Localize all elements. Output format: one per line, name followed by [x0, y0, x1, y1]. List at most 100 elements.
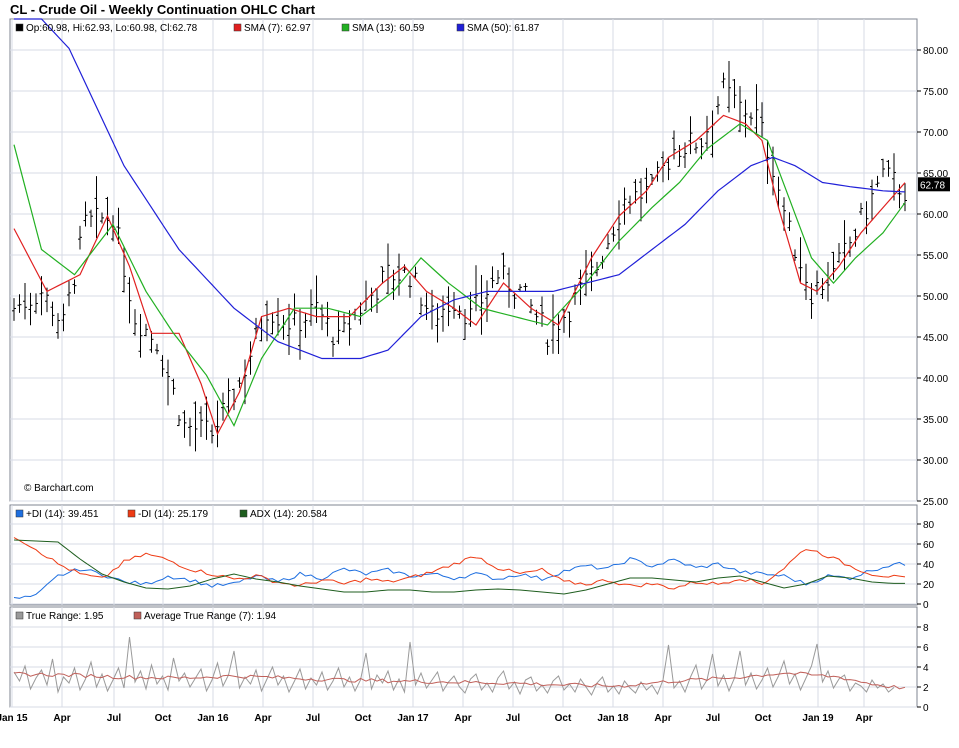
price-bar	[523, 283, 528, 292]
price-bar	[688, 116, 693, 155]
y-tick-label: 60.00	[923, 210, 948, 221]
price-bar	[606, 234, 610, 250]
price-bar	[28, 292, 33, 326]
y-tick-label: 0	[923, 703, 929, 714]
y-tick-label: 40	[923, 560, 935, 571]
price-bar	[798, 237, 803, 283]
atr-line	[13, 671, 906, 690]
price-bar	[512, 293, 517, 309]
main-legend-label: SMA (13): 60.59	[352, 23, 425, 34]
y-tick-label: 35.00	[923, 415, 948, 426]
price-bar	[199, 406, 203, 438]
price-bar	[83, 201, 88, 227]
sma-line-0	[13, 114, 906, 436]
y-tick-label: 60	[923, 540, 935, 551]
y-tick-label: 45.00	[923, 333, 948, 344]
y-tick-label: 40.00	[923, 374, 948, 385]
price-bar	[314, 275, 319, 323]
price-bar	[210, 424, 214, 444]
price-bar	[881, 158, 885, 178]
price-bar	[226, 378, 231, 413]
tr-legend-swatch	[15, 611, 24, 620]
price-bar	[892, 153, 896, 201]
x-tick-label: Jul	[107, 713, 122, 724]
main-legend-label: SMA (7): 62.97	[244, 23, 311, 34]
x-tick-label: Apr	[654, 713, 671, 724]
price-bar	[386, 243, 390, 295]
price-bar	[804, 263, 808, 301]
sma-line-2	[14, 18, 906, 360]
adx-legend-label: +DI (14): 39.451	[26, 509, 99, 520]
price-bar	[540, 296, 544, 327]
x-tick-label: Oct	[555, 713, 572, 724]
x-tick-label: Jan 18	[597, 713, 629, 724]
x-tick-label: Jan 17	[397, 713, 429, 724]
y-tick-label: 65.00	[923, 169, 948, 180]
price-bar	[193, 401, 198, 452]
y-tick-label: 4	[923, 663, 929, 674]
y-tick-label: 25.00	[923, 497, 948, 508]
last-price-value: 62.78	[920, 180, 945, 191]
price-bar	[826, 261, 830, 302]
price-bar	[265, 300, 269, 342]
price-bar	[622, 187, 627, 225]
price-bar	[144, 323, 148, 337]
price-bar	[875, 175, 880, 188]
y-tick-label: 55.00	[923, 251, 948, 262]
sma-line-1	[13, 123, 906, 427]
x-tick-label: Jan 15	[0, 713, 28, 724]
price-bar	[743, 99, 748, 138]
price-bar	[793, 249, 797, 261]
price-bar	[155, 343, 159, 355]
price-bar	[837, 243, 841, 263]
x-tick-label: Oct	[155, 713, 172, 724]
price-bar	[408, 275, 412, 298]
last-price-tag	[918, 177, 950, 192]
price-bar	[72, 279, 77, 294]
adx-legend-swatch	[127, 509, 136, 518]
y-tick-label: 50.00	[923, 292, 948, 303]
price-bar	[188, 417, 192, 447]
adx-line-2	[13, 539, 905, 595]
price-bar	[496, 269, 500, 285]
price-bar	[397, 253, 401, 296]
price-bar	[705, 115, 709, 151]
price-bar	[886, 160, 891, 177]
price-bar	[177, 414, 181, 427]
price-bar	[116, 207, 121, 245]
price-bar	[12, 298, 16, 321]
y-tick-label: 20	[923, 580, 935, 591]
adx-line-0	[13, 557, 906, 599]
price-bar	[89, 209, 93, 228]
price-bar	[270, 312, 275, 335]
y-tick-label: 80	[923, 520, 935, 531]
y-tick-label: 70.00	[923, 128, 948, 139]
price-bar	[424, 292, 429, 320]
barchart-watermark: © Barchart.com	[24, 483, 94, 494]
price-bar	[171, 378, 176, 395]
price-bar	[551, 294, 555, 354]
price-bar	[831, 251, 836, 280]
price-bar	[584, 249, 588, 297]
price-bar	[17, 294, 22, 313]
price-bar	[419, 297, 423, 316]
x-tick-label: Jul	[506, 713, 521, 724]
price-bar	[56, 313, 60, 339]
tr-legend-label: True Range: 1.95	[26, 611, 104, 622]
adx-legend-label: -DI (14): 25.179	[138, 509, 208, 520]
price-bar	[518, 284, 522, 292]
price-bar	[727, 61, 731, 113]
adx-legend-label: ADX (14): 20.584	[250, 509, 328, 520]
price-bar	[479, 275, 484, 335]
price-bar	[578, 269, 583, 305]
price-bar	[721, 72, 726, 89]
price-bar	[166, 359, 170, 406]
price-bar	[331, 336, 335, 357]
price-bar	[567, 311, 572, 338]
price-bar	[182, 410, 187, 438]
x-tick-label: Jul	[306, 713, 321, 724]
price-bar	[23, 283, 27, 320]
adx-legend-swatch	[15, 509, 24, 518]
price-bar	[529, 298, 533, 314]
